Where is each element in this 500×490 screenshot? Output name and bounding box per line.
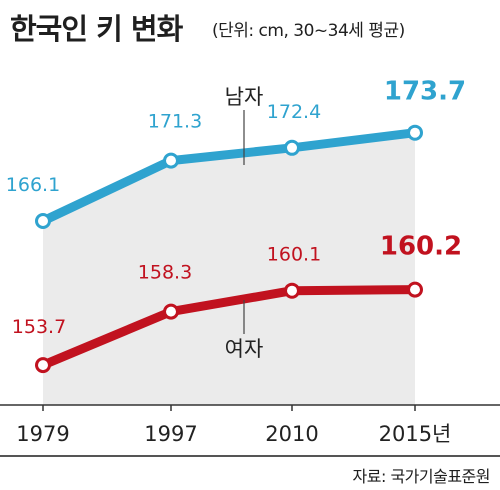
female-point bbox=[35, 357, 51, 374]
male-point bbox=[284, 139, 300, 156]
height-line-chart: 1979 1997 2010 2015년 166.1 171.3 172.4 173.7 15… bbox=[0, 77, 500, 446]
female-value-label: 158.3 bbox=[138, 262, 192, 284]
female-line bbox=[38, 285, 420, 370]
bottom-rule bbox=[0, 455, 500, 457]
female-value-label: 153.7 bbox=[12, 316, 66, 338]
chart-title: 한국인 키 변화 bbox=[10, 12, 183, 46]
male-value-label: 171.3 bbox=[148, 111, 202, 133]
x-tick-label: 1979 bbox=[16, 422, 69, 446]
plot-background bbox=[43, 132, 415, 405]
male-series-name: 남자 bbox=[225, 85, 264, 109]
male-point bbox=[35, 213, 51, 229]
male-line bbox=[38, 128, 420, 226]
label-layer: 166.1 171.3 172.4 173.7 153.7 158.3 160.1 160.2… bbox=[6, 77, 466, 361]
plot-area-fill bbox=[43, 132, 415, 405]
female-series-name: 여자 bbox=[225, 337, 264, 361]
female-value-label: 160.1 bbox=[267, 244, 321, 266]
female-value-label: 160.2 bbox=[380, 232, 462, 262]
x-tick-label: 2015년 bbox=[379, 422, 452, 446]
male-point bbox=[407, 124, 423, 141]
female-point bbox=[407, 281, 423, 298]
chart-subtitle: (단위: cm, 30~34세 평균) bbox=[212, 21, 405, 41]
male-value-label: 173.7 bbox=[384, 77, 466, 107]
source-note: 자료: 국가기술표준원 bbox=[352, 467, 491, 486]
male-value-label: 172.4 bbox=[267, 101, 321, 123]
female-point bbox=[284, 282, 300, 299]
male-value-label: 166.1 bbox=[6, 174, 60, 196]
series-layer bbox=[35, 124, 423, 374]
male-point bbox=[163, 152, 179, 169]
x-axis: 1979 1997 2010 2015년 bbox=[0, 404, 500, 446]
x-tick-label: 2010 bbox=[265, 422, 318, 446]
x-tick-label: 1997 bbox=[144, 422, 197, 446]
female-point bbox=[163, 303, 179, 320]
